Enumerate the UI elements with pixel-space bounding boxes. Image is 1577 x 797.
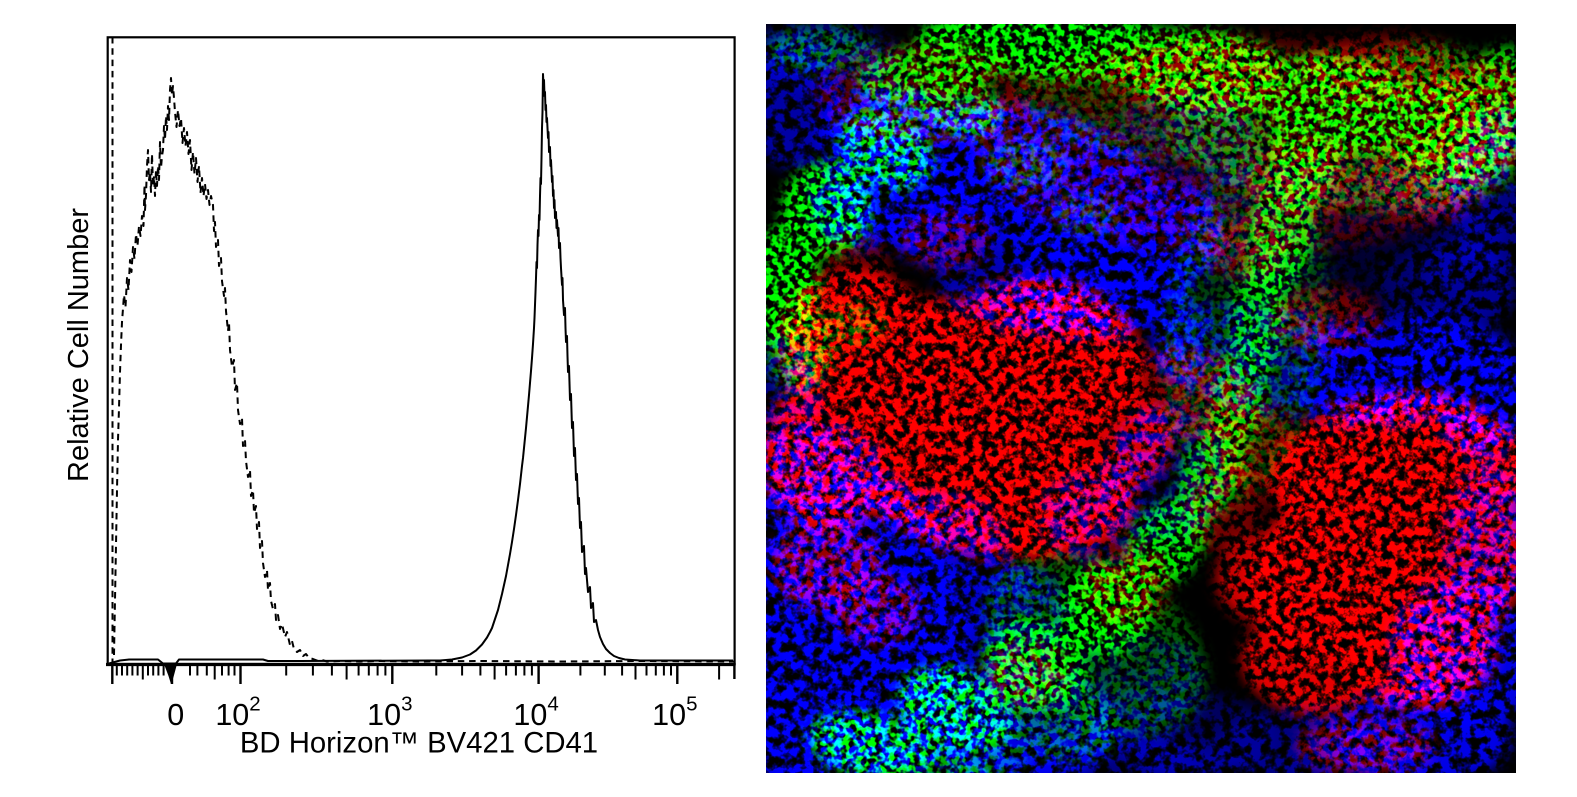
svg-text:0: 0 xyxy=(167,698,184,732)
svg-text:BD Horizon™ BV421 CD41: BD Horizon™ BV421 CD41 xyxy=(240,727,598,760)
svg-text:104: 104 xyxy=(513,693,558,733)
svg-text:Relative Cell Number: Relative Cell Number xyxy=(63,208,95,482)
